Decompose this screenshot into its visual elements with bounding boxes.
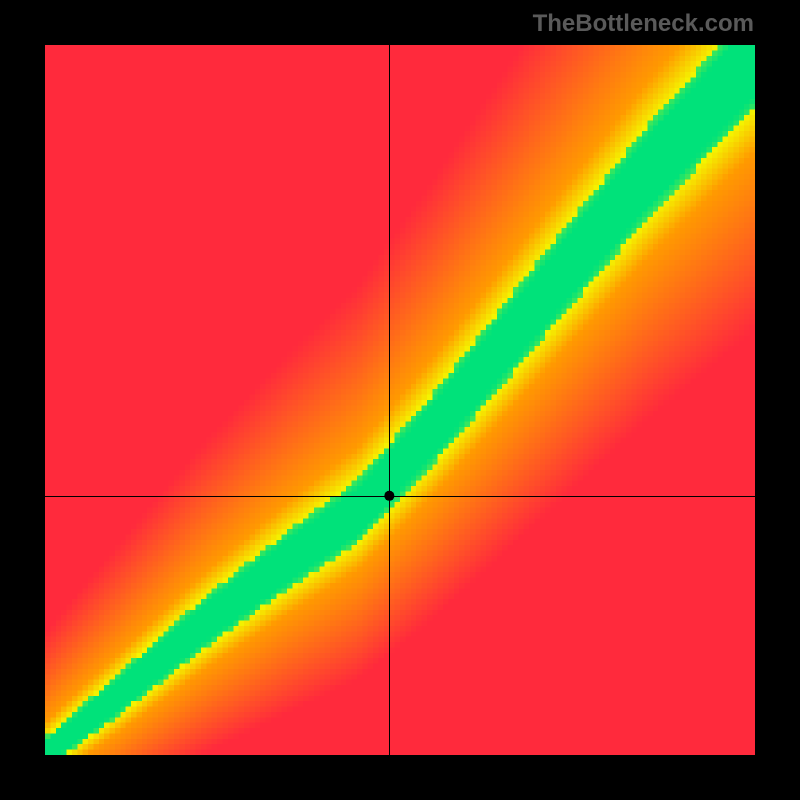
heatmap-plot <box>45 45 755 755</box>
watermark-text: TheBottleneck.com <box>533 10 754 38</box>
outer-frame: TheBottleneck.com <box>0 0 800 800</box>
crosshair-overlay <box>45 45 755 755</box>
